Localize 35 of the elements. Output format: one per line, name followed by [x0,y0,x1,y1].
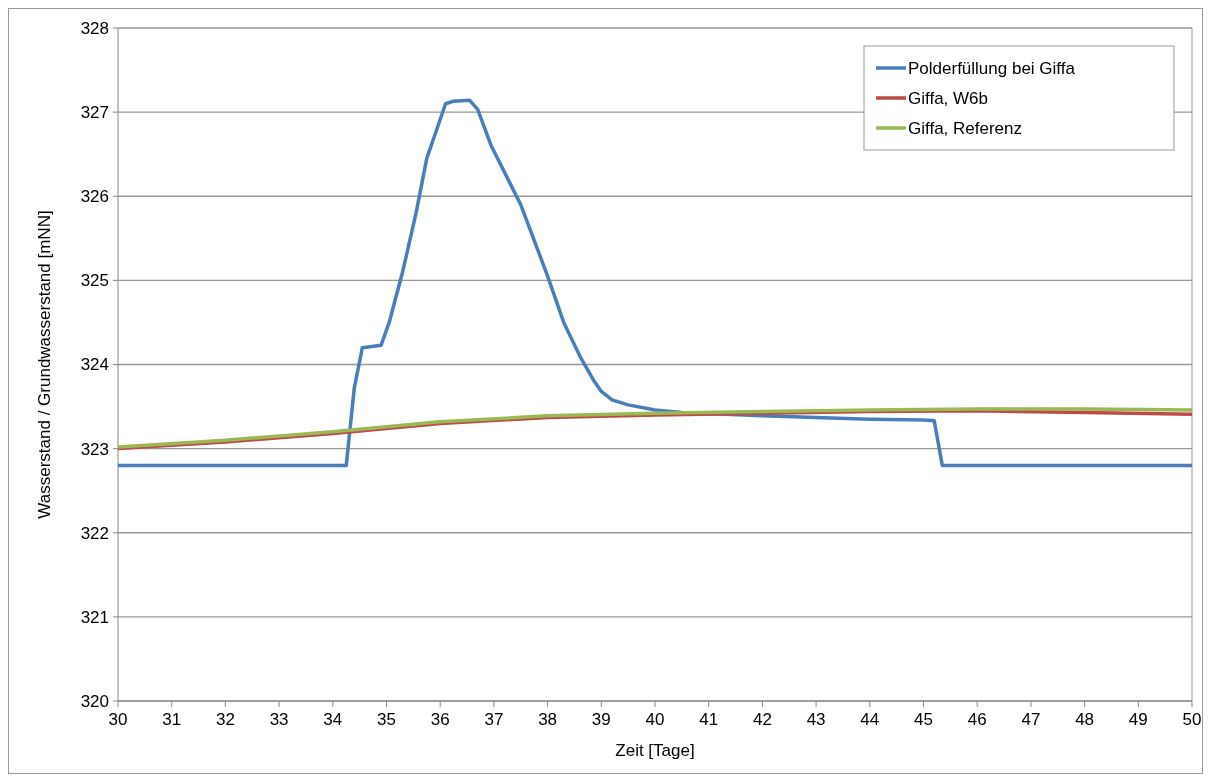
x-tick-label: 44 [860,710,880,729]
x-tick-label: 49 [1128,710,1148,729]
x-tick-label: 38 [538,710,558,729]
legend-label: Giffa, W6b [908,88,988,108]
y-tick-label: 323 [80,439,109,459]
x-tick-label: 32 [215,710,235,729]
y-tick-label: 326 [80,187,109,207]
legend-label: Giffa, Referenz [908,118,1023,138]
y-tick-label: 321 [80,607,109,627]
x-tick-label: 36 [430,710,450,729]
x-tick-label: 35 [377,710,396,729]
x-tick-label: 46 [967,710,987,729]
y-tick-label: 320 [80,691,109,711]
x-tick-label: 31 [162,710,182,729]
x-tick-label: 40 [645,710,665,729]
y-tick-label: 322 [80,523,109,543]
x-tick-label: 30 [108,710,128,729]
x-tick-label: 43 [806,710,826,729]
x-tick-label: 47 [1021,710,1041,729]
y-axis-title: Wasserstand / Grundwasserstand [mNN] [35,210,54,519]
x-tick-label: 34 [323,710,343,729]
x-tick-label: 33 [269,710,289,729]
x-tick-label: 41 [699,710,719,729]
y-tick-label: 325 [80,271,109,291]
x-axis-title: Zeit [Tage] [615,741,695,760]
x-tick-label: 45 [914,710,933,729]
y-tick-label: 327 [80,103,109,123]
x-tick-label: 37 [484,710,504,729]
x-tick-label: 42 [752,710,772,729]
x-tick-label: 50 [1182,710,1202,729]
legend-label: Polderfüllung bei Giffa [908,58,1076,78]
y-tick-label: 328 [80,18,109,38]
x-tick-label: 48 [1075,710,1095,729]
y-tick-label: 324 [80,355,109,375]
x-tick-label: 39 [591,710,611,729]
